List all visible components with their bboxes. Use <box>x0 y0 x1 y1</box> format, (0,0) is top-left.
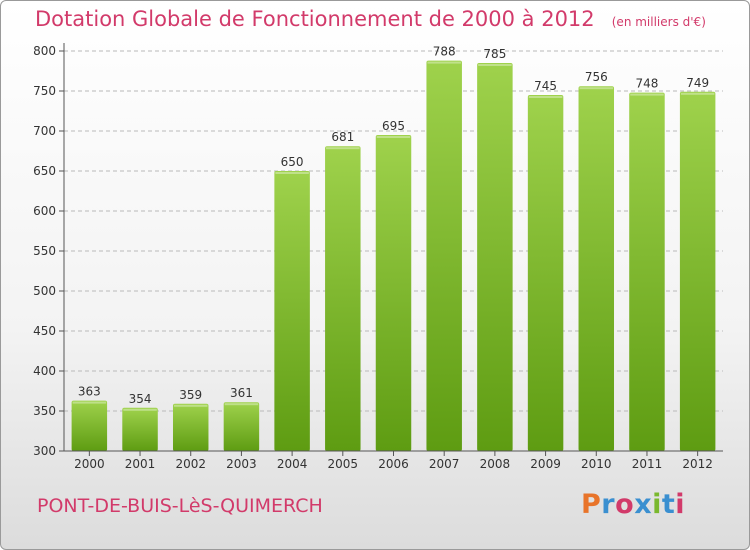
data-label-2007: 788 <box>433 45 456 59</box>
y-tick-label: 550 <box>33 244 56 258</box>
y-tick-label: 350 <box>33 404 56 418</box>
x-tick-label: 2010 <box>581 457 612 471</box>
bar-2011 <box>629 92 665 451</box>
data-label-2003: 361 <box>230 386 253 400</box>
data-labels: 363 354 359 361 650 681 695 788 785 745 756 748 749 <box>78 45 709 406</box>
data-label-2009: 745 <box>534 79 557 93</box>
data-label-2004: 650 <box>281 155 304 169</box>
bar-2000 <box>71 400 108 451</box>
bar-2004 <box>274 171 310 451</box>
bar-highlight <box>579 87 614 90</box>
bar-2007 <box>426 60 462 451</box>
bar-highlight <box>376 136 411 138</box>
bar-highlight <box>173 404 208 407</box>
y-tick-label: 650 <box>33 164 56 178</box>
y-tick-label: 800 <box>33 44 56 58</box>
chart-unit: (en milliers d'€) <box>611 15 706 29</box>
bar-highlight <box>680 92 715 95</box>
bar-highlight <box>123 408 157 411</box>
chart-title: Dotation Globale de Fonctionnement de 20… <box>35 7 595 31</box>
x-tick-label: 2012 <box>682 457 713 471</box>
bar-2010 <box>578 86 615 451</box>
x-tick-label: 2001 <box>125 457 156 471</box>
data-label-2008: 785 <box>483 47 506 61</box>
y-tick-label: 500 <box>33 284 56 298</box>
x-tick-label: 2000 <box>74 457 105 471</box>
bar-2012 <box>679 91 716 452</box>
axes: 300 350 400 450 500 550 600 650 700 750 800 2000 200… <box>33 43 723 471</box>
data-label-2012: 749 <box>686 76 709 90</box>
data-label-2000: 363 <box>78 385 101 399</box>
y-tick-label: 400 <box>33 364 56 378</box>
y-tick-label: 450 <box>33 324 56 338</box>
x-tick-label: 2006 <box>378 457 409 471</box>
x-tick-label: 2007 <box>429 457 460 471</box>
x-tick-label: 2004 <box>277 457 308 471</box>
data-label-2005: 681 <box>331 130 354 144</box>
data-label-2002: 359 <box>179 388 202 402</box>
y-tick-label: 300 <box>33 444 56 458</box>
bar-2002 <box>172 403 209 451</box>
x-tick-label: 2011 <box>632 457 663 471</box>
x-tick-label: 2002 <box>175 457 206 471</box>
bar-2001 <box>122 407 158 451</box>
bar-highlight <box>72 401 107 404</box>
bar-highlight <box>630 93 664 96</box>
bar-highlight <box>224 403 259 406</box>
data-label-2006: 695 <box>382 119 405 133</box>
bar-highlight <box>427 61 461 64</box>
bar-2003 <box>223 402 260 451</box>
x-tick-label: 2005 <box>328 457 359 471</box>
x-tick-label: 2008 <box>480 457 511 471</box>
bar-highlight <box>528 96 563 98</box>
bar-highlight <box>478 64 512 66</box>
y-tick-label: 600 <box>33 204 56 218</box>
bar-2009 <box>527 95 564 451</box>
bar-2005 <box>325 146 361 451</box>
bar-highlight <box>275 172 309 174</box>
title-row: Dotation Globale de Fonctionnement de 20… <box>35 7 706 31</box>
bars <box>71 60 716 452</box>
bar-2006 <box>375 135 412 451</box>
proxiti-logo: Proxiti <box>581 489 686 520</box>
data-label-2011: 748 <box>636 77 659 91</box>
bar-2008 <box>477 63 513 451</box>
x-tick-label: 2009 <box>530 457 561 471</box>
data-label-2010: 756 <box>585 70 608 84</box>
commune-name: PONT-DE-BUIS-LèS-QUIMERCH <box>37 495 323 517</box>
y-tick-label: 750 <box>33 84 56 98</box>
data-label-2001: 354 <box>129 392 152 406</box>
x-tick-label: 2003 <box>226 457 257 471</box>
bar-highlight <box>326 147 360 150</box>
y-tick-label: 700 <box>33 124 56 138</box>
